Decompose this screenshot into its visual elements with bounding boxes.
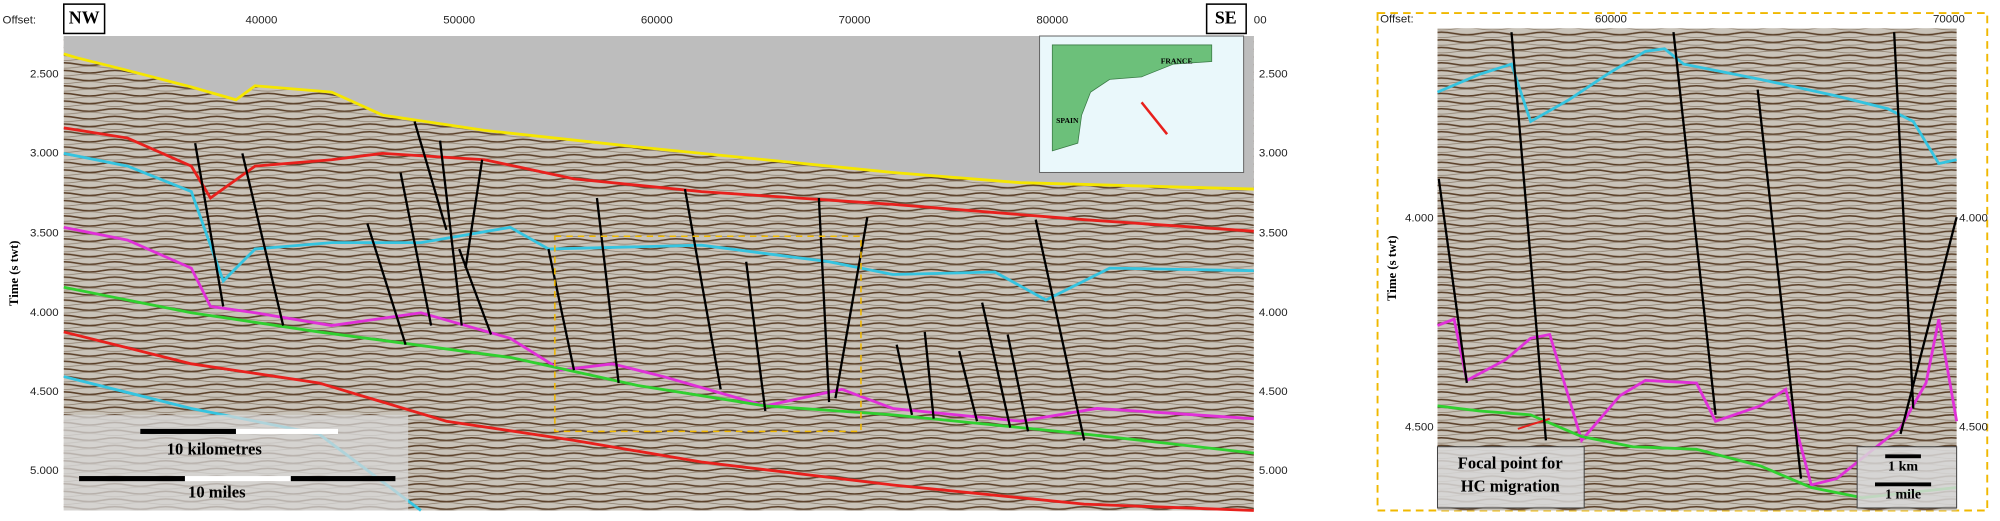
horizon <box>63 225 1254 423</box>
callout-text: Focal point for <box>1458 453 1563 472</box>
map-label: SPAIN <box>1056 116 1079 125</box>
scale-bar <box>235 428 339 434</box>
ticks: 60000 70000 4.000 4.000 4.500 4.500 <box>1405 13 1988 433</box>
callout-text: HC migration <box>1461 476 1560 495</box>
y-tick-label: 5.000 <box>1259 465 1288 477</box>
y-tick-label: 2.500 <box>1259 68 1288 80</box>
faults <box>1437 32 1958 479</box>
faults <box>194 121 1086 441</box>
y-tick-label: 3.500 <box>30 228 59 240</box>
seismic-section <box>1437 28 1957 511</box>
y-axis-label: Time (s twt) <box>1385 235 1399 301</box>
inset-map: FRANCE SPAIN <box>1039 35 1245 173</box>
horizon <box>1436 47 1957 166</box>
zoom-frame <box>1376 12 1989 512</box>
y-tick-label: 3.000 <box>1259 147 1288 159</box>
scale-bar <box>184 476 291 482</box>
scale-label: 1 km <box>1888 458 1918 474</box>
horizon <box>63 52 1254 191</box>
x-tick-label: 70000 <box>839 15 871 27</box>
x-tick-label: 50000 <box>443 15 475 27</box>
ticks: 40000 50000 60000 70000 80000 2.500 2.500 3.000… <box>30 15 1288 477</box>
x-tick-label: 70000 <box>1933 13 1965 25</box>
horizon <box>63 126 1254 233</box>
y-tick-label: 4.500 <box>1259 386 1288 398</box>
x-tick-label: 40000 <box>246 15 278 27</box>
zoom-box <box>554 235 862 433</box>
y-axis-label: Time (s twt) <box>7 240 21 306</box>
x-tick-label: 80000 <box>1036 15 1068 27</box>
y-tick-label: 4.000 <box>1959 212 1988 224</box>
y-tick-label: 4.000 <box>30 307 59 319</box>
scale-bar <box>290 476 396 482</box>
scale-bar <box>79 476 185 482</box>
axis-label: Offset: <box>1380 13 1414 25</box>
horizon <box>63 285 1254 455</box>
scale-label: 1 mile <box>1885 486 1921 502</box>
direction-box <box>63 3 106 35</box>
horizon <box>63 330 1254 512</box>
x-tick-label: 00 <box>1254 15 1267 27</box>
right-panel: Focal point for HC migration 1 km 1 mile… <box>1376 12 1989 512</box>
water-column <box>63 36 1254 190</box>
scale-label: 10 miles <box>188 483 246 502</box>
map-label: FRANCE <box>1161 56 1193 65</box>
y-tick-label: 4.000 <box>1259 307 1288 319</box>
y-tick-label: 3.000 <box>30 147 59 159</box>
x-tick-label: 60000 <box>641 15 673 27</box>
y-tick-label: 5.000 <box>30 465 59 477</box>
horizon <box>1436 317 1959 487</box>
callout-box <box>1436 446 1585 509</box>
direction-box <box>1205 3 1247 35</box>
scale-bar <box>1875 482 1932 487</box>
scale-bar <box>1885 454 1921 459</box>
y-tick-label: 4.500 <box>30 386 59 398</box>
scale-bar <box>140 428 236 434</box>
y-tick-label: 4.000 <box>1405 212 1434 224</box>
scale-label: 10 kilometres <box>167 439 263 458</box>
y-tick-label: 4.500 <box>1405 422 1434 434</box>
horizon <box>1437 404 1957 500</box>
horizon <box>63 151 1254 302</box>
left-panel: FRANCE SPAIN 10 kilometres 10 miles Offs… <box>3 3 1288 512</box>
direction-label: SE <box>1215 8 1237 28</box>
x-tick-label: 60000 <box>1595 13 1627 25</box>
y-tick-label: 3.500 <box>1259 228 1288 240</box>
direction-label: NW <box>69 8 100 28</box>
y-tick-label: 2.500 <box>30 68 59 80</box>
y-tick-label: 4.500 <box>1959 422 1988 434</box>
axis-label: Offset: <box>3 15 37 27</box>
